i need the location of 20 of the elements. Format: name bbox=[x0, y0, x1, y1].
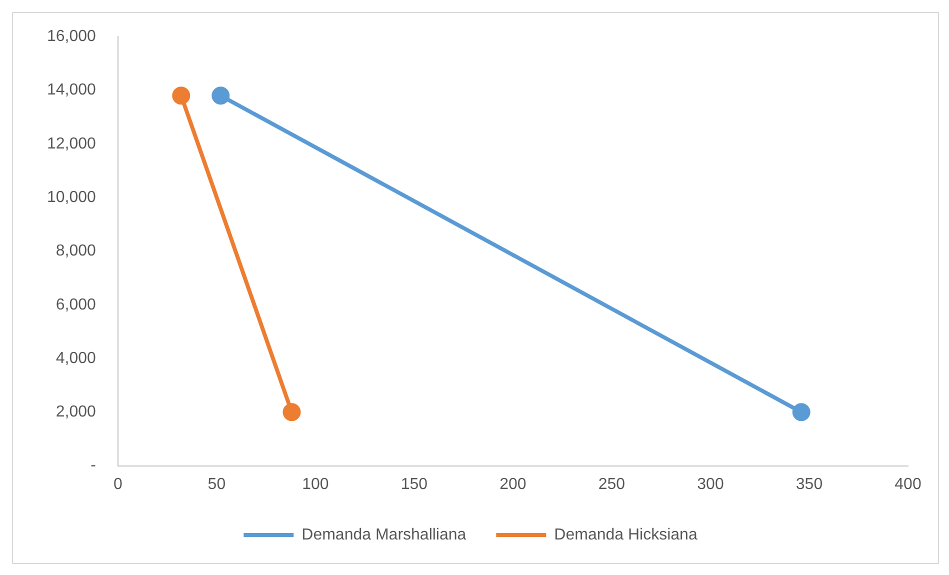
x-tick-label: 150 bbox=[400, 476, 428, 493]
legend-label: Demanda Hicksiana bbox=[554, 526, 698, 544]
x-tick-label: 250 bbox=[598, 476, 626, 493]
y-tick-label: 12,000 bbox=[47, 135, 96, 152]
x-tick-label: 100 bbox=[302, 476, 329, 493]
y-tick-label: 16,000 bbox=[47, 28, 96, 46]
y-tick-label: 6,000 bbox=[56, 296, 96, 314]
y-tick-label: 8,000 bbox=[56, 242, 96, 260]
x-tick-label: 200 bbox=[500, 476, 526, 493]
y-tick-label: 10,000 bbox=[47, 188, 96, 206]
x-tick-label: 300 bbox=[697, 476, 724, 493]
y-tick-label: 4,000 bbox=[56, 350, 96, 367]
x-tick-label: 350 bbox=[796, 476, 823, 493]
y-tick-label: - bbox=[90, 457, 96, 474]
x-tick-label: 0 bbox=[113, 476, 122, 493]
x-tick-label: 400 bbox=[894, 476, 922, 493]
x-tick-label: 50 bbox=[208, 476, 226, 493]
y-tick-label: 2,000 bbox=[56, 404, 96, 421]
legend-label: Demanda Marshalliana bbox=[302, 526, 466, 544]
y-tick-label: 14,000 bbox=[47, 82, 96, 99]
